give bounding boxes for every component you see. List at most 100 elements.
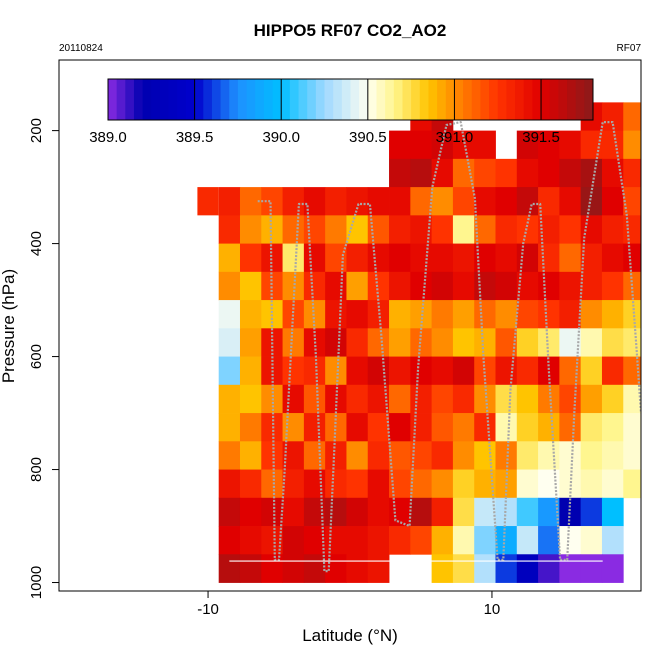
heatmap-cell [452, 243, 475, 273]
colorbar-swatch [133, 79, 144, 120]
colorbar-swatch [229, 79, 239, 120]
heatmap-cell [218, 187, 241, 216]
heatmap-cell [538, 243, 560, 273]
heatmap-cell [623, 469, 641, 499]
heatmap-cell [431, 356, 454, 386]
heatmap-cell [239, 413, 262, 442]
heatmap-cell [474, 187, 496, 216]
heatmap-cell [538, 158, 560, 188]
heatmap-cell [346, 356, 369, 386]
heatmap-cell [303, 384, 326, 414]
colorbar-swatch [159, 79, 170, 120]
heatmap-cell [431, 526, 454, 555]
colorbar-tick-label: 390.5 [349, 129, 387, 146]
heatmap-cell [346, 554, 369, 583]
heatmap-cell [218, 215, 241, 244]
heatmap-cell [538, 300, 560, 329]
heatmap-cell [367, 497, 390, 527]
heatmap-cell [452, 526, 475, 555]
heatmap-cell [580, 356, 603, 386]
heatmap-cell [431, 469, 454, 499]
heatmap-cell [474, 469, 496, 499]
heatmap-cell [580, 187, 603, 216]
colorbar-swatch [385, 79, 395, 120]
colorbar-swatch [489, 79, 499, 120]
heatmap-cell [410, 271, 433, 301]
heatmap-cell [431, 271, 454, 301]
colorbar-swatch [532, 79, 542, 120]
colorbar-tick-label: 389.5 [176, 129, 214, 146]
heatmap-cell [580, 497, 603, 527]
heatmap-cell [218, 554, 241, 583]
heatmap-cell [452, 215, 475, 244]
heatmap-cell [303, 441, 326, 470]
colorbar-swatch [359, 79, 369, 120]
heatmap-cell [346, 441, 369, 470]
heatmap-cell [346, 300, 369, 329]
heatmap-cell [452, 554, 475, 583]
heatmap-cell [580, 130, 603, 160]
heatmap-cell [239, 497, 262, 527]
colorbar-tick-label: 390.0 [262, 129, 300, 146]
heatmap-cell [325, 469, 347, 499]
chart-title: HIPPO5 RF07 CO2_AO2 [254, 21, 447, 40]
heatmap-cell [601, 526, 624, 555]
heatmap-cell [389, 526, 411, 555]
heatmap-cell [346, 328, 369, 357]
heatmap-cell [516, 356, 539, 386]
colorbar-swatch [471, 79, 481, 120]
heatmap-cell [601, 497, 624, 527]
heatmap-cell [410, 158, 433, 188]
colorbar-swatch [376, 79, 386, 120]
colorbar-swatch [220, 79, 230, 120]
heatmap-cell [516, 441, 539, 470]
colorbar-frame [107, 78, 594, 121]
heatmap-cell [239, 300, 262, 329]
colorbar-swatch [272, 79, 282, 120]
heatmap-cell [218, 384, 241, 414]
colorbar-swatch [203, 79, 213, 120]
heatmap-cell [623, 158, 641, 188]
colorbar-swatch [584, 79, 594, 120]
heatmap-cell [239, 356, 262, 386]
heatmap-cell [346, 243, 369, 273]
heatmap-cell [495, 413, 518, 442]
heatmap-cell [495, 356, 518, 386]
heatmap-cell [261, 271, 283, 301]
colorbar-swatch [523, 79, 533, 120]
heatmap-cell [559, 356, 582, 386]
heatmap-cell [601, 441, 624, 470]
colorbar-swatch [298, 79, 308, 120]
heatmap-cell [261, 215, 283, 244]
heatmap-cell [325, 271, 347, 301]
heatmap-cell [623, 413, 641, 442]
heatmap-cell [367, 441, 390, 470]
colorbar-swatch [185, 79, 196, 120]
heatmap-cell [601, 413, 624, 442]
heatmap-cell [474, 328, 496, 357]
heatmap-cell [282, 384, 305, 414]
heatmap-cell [282, 441, 305, 470]
heatmap-cell [367, 554, 390, 583]
heatmap-cell [580, 554, 603, 583]
heatmap-cell [495, 328, 518, 357]
colorbar-swatch [402, 79, 412, 120]
heatmap-cell [410, 384, 433, 414]
y-tick-label: 400 [28, 231, 45, 256]
colorbar-swatch [177, 79, 187, 120]
heatmap-cell [431, 413, 454, 442]
colorbar-swatch [142, 79, 152, 120]
heatmap-cell [516, 158, 539, 188]
heatmap-cell [580, 328, 603, 357]
y-tick-label: 800 [28, 457, 45, 482]
heatmap-cell [474, 413, 496, 442]
colorbar-swatch [194, 79, 204, 120]
heatmap-cell [239, 243, 262, 273]
heatmap-cell [239, 271, 262, 301]
heatmap-cell [495, 187, 518, 216]
heatmap-cell [218, 328, 241, 357]
colorbar-swatch [151, 79, 161, 120]
heatmap-cell [325, 441, 347, 470]
heatmap-cell [601, 328, 624, 357]
heatmap-cell [452, 300, 475, 329]
